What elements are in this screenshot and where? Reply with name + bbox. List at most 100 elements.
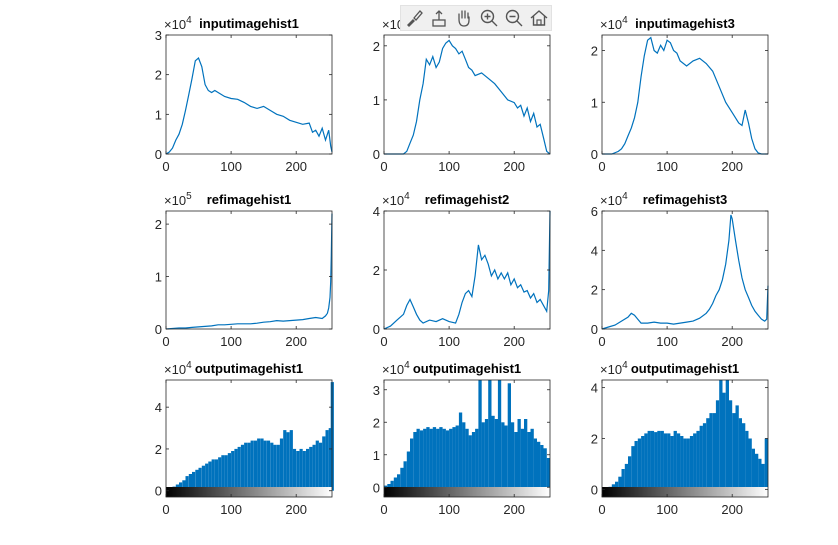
brush-button[interactable] bbox=[403, 7, 425, 29]
axes-box bbox=[165, 379, 333, 498]
histogram-bar bbox=[628, 456, 632, 490]
histogram-bar bbox=[231, 451, 235, 491]
histogram-bar bbox=[234, 448, 238, 491]
histogram-bar bbox=[224, 455, 228, 491]
histogram-bar bbox=[533, 438, 537, 488]
histogram-bar bbox=[728, 400, 733, 490]
x-tick-label: 0 bbox=[598, 159, 605, 174]
histogram-bar bbox=[748, 438, 752, 490]
axes-box bbox=[165, 34, 333, 155]
histogram-bar bbox=[410, 438, 414, 488]
zoom-out-button[interactable] bbox=[503, 7, 525, 29]
y-exponent-label: ×104 bbox=[164, 15, 192, 32]
histogram-bar bbox=[266, 440, 271, 491]
histogram-bar bbox=[221, 455, 225, 491]
histogram-bar bbox=[634, 441, 638, 490]
plot-area bbox=[166, 35, 332, 154]
histogram-bar bbox=[322, 436, 326, 491]
intensity-colorbar bbox=[166, 487, 332, 497]
axes-box bbox=[383, 379, 551, 498]
histogram-bar bbox=[742, 423, 746, 490]
plot-area bbox=[384, 211, 550, 329]
y-exponent-label: ×104 bbox=[164, 360, 192, 377]
histogram-bar bbox=[624, 463, 629, 490]
histogram-bar bbox=[670, 436, 674, 490]
histogram-bar bbox=[393, 477, 398, 488]
histogram-bar bbox=[758, 458, 762, 490]
x-tick-label: 200 bbox=[285, 334, 307, 349]
histogram-bar bbox=[403, 461, 407, 488]
histogram-bar bbox=[286, 432, 290, 491]
y-tick-label: 2 bbox=[155, 442, 162, 457]
histogram-bar bbox=[432, 427, 437, 488]
x-tick-label: 200 bbox=[721, 502, 743, 517]
chart-title: refimagehist3 bbox=[643, 192, 728, 207]
histogram-bar bbox=[198, 467, 202, 491]
histogram-bar bbox=[429, 428, 433, 488]
restore-view-button[interactable] bbox=[528, 7, 550, 29]
subplot-1: 0 100 200 0 1 2 3×104 inputimagehist1 bbox=[155, 15, 333, 174]
histogram-bar bbox=[471, 432, 476, 488]
histogram-bar bbox=[709, 413, 713, 490]
histogram-bar bbox=[306, 448, 310, 491]
y-tick-label: 0 bbox=[591, 147, 598, 162]
y-tick-label: 0 bbox=[155, 322, 162, 337]
y-tick-label: 0 bbox=[373, 322, 380, 337]
x-tick-label: 200 bbox=[503, 334, 525, 349]
subplot-4: 0 100 200 0 1 2×105 refimagehist1 bbox=[155, 191, 333, 349]
x-tick-label: 100 bbox=[220, 334, 242, 349]
y-tick-label: 2 bbox=[591, 283, 598, 298]
axes-box bbox=[601, 210, 769, 330]
histogram-bar bbox=[755, 453, 759, 490]
histogram-bar bbox=[686, 438, 690, 490]
subplot-5: 0 100 200 0 2 4×104 refimagehist2 bbox=[373, 191, 551, 349]
histogram-bar bbox=[387, 484, 391, 488]
histogram-bar bbox=[240, 444, 245, 491]
histogram-bar bbox=[319, 442, 323, 491]
histogram-bar bbox=[419, 430, 424, 488]
histogram-bar bbox=[699, 425, 703, 490]
chart-title: outputimagehist1 bbox=[195, 361, 303, 376]
histogram-bar bbox=[185, 476, 189, 491]
histogram-bar bbox=[253, 440, 258, 491]
pan-button[interactable] bbox=[453, 7, 475, 29]
histogram-bar bbox=[208, 461, 212, 491]
histogram-bar bbox=[683, 438, 687, 490]
chart-title: inputimagehist3 bbox=[635, 16, 735, 31]
x-tick-label: 200 bbox=[503, 159, 525, 174]
y-exponent-label: ×104 bbox=[600, 15, 628, 32]
histogram-bar bbox=[761, 463, 765, 490]
histogram-bar bbox=[195, 469, 199, 491]
histogram-bar bbox=[745, 430, 749, 490]
histogram-line bbox=[601, 214, 769, 330]
histogram-bar bbox=[299, 448, 303, 491]
axes-box bbox=[601, 34, 769, 155]
histogram-bar bbox=[452, 427, 456, 488]
histogram-bar bbox=[247, 442, 251, 491]
histogram-bar bbox=[475, 428, 479, 488]
histogram-bar bbox=[719, 380, 723, 490]
histogram-bar bbox=[449, 428, 453, 488]
histogram-bar bbox=[725, 380, 729, 490]
histogram-bar bbox=[706, 418, 710, 490]
data-tips-button[interactable] bbox=[428, 7, 450, 29]
histogram-bar bbox=[488, 380, 492, 488]
histogram-bar bbox=[211, 459, 215, 491]
histogram-bar bbox=[325, 430, 329, 491]
zoom-out-icon bbox=[505, 9, 522, 27]
y-tick-label: 0 bbox=[591, 322, 598, 337]
histogram-bar bbox=[722, 392, 726, 490]
histogram-bar bbox=[530, 428, 534, 488]
histogram-bar bbox=[214, 459, 218, 491]
y-tick-label: 1 bbox=[591, 95, 598, 110]
histogram-bar bbox=[507, 383, 511, 488]
histogram-bar bbox=[680, 436, 684, 490]
histogram-bar bbox=[732, 413, 736, 490]
histogram-bar bbox=[514, 432, 518, 488]
zoom-in-button[interactable] bbox=[478, 7, 500, 29]
histogram-bar bbox=[527, 432, 531, 488]
histogram-bar bbox=[458, 412, 463, 488]
histogram-bar bbox=[501, 422, 505, 488]
x-tick-label: 200 bbox=[285, 502, 307, 517]
